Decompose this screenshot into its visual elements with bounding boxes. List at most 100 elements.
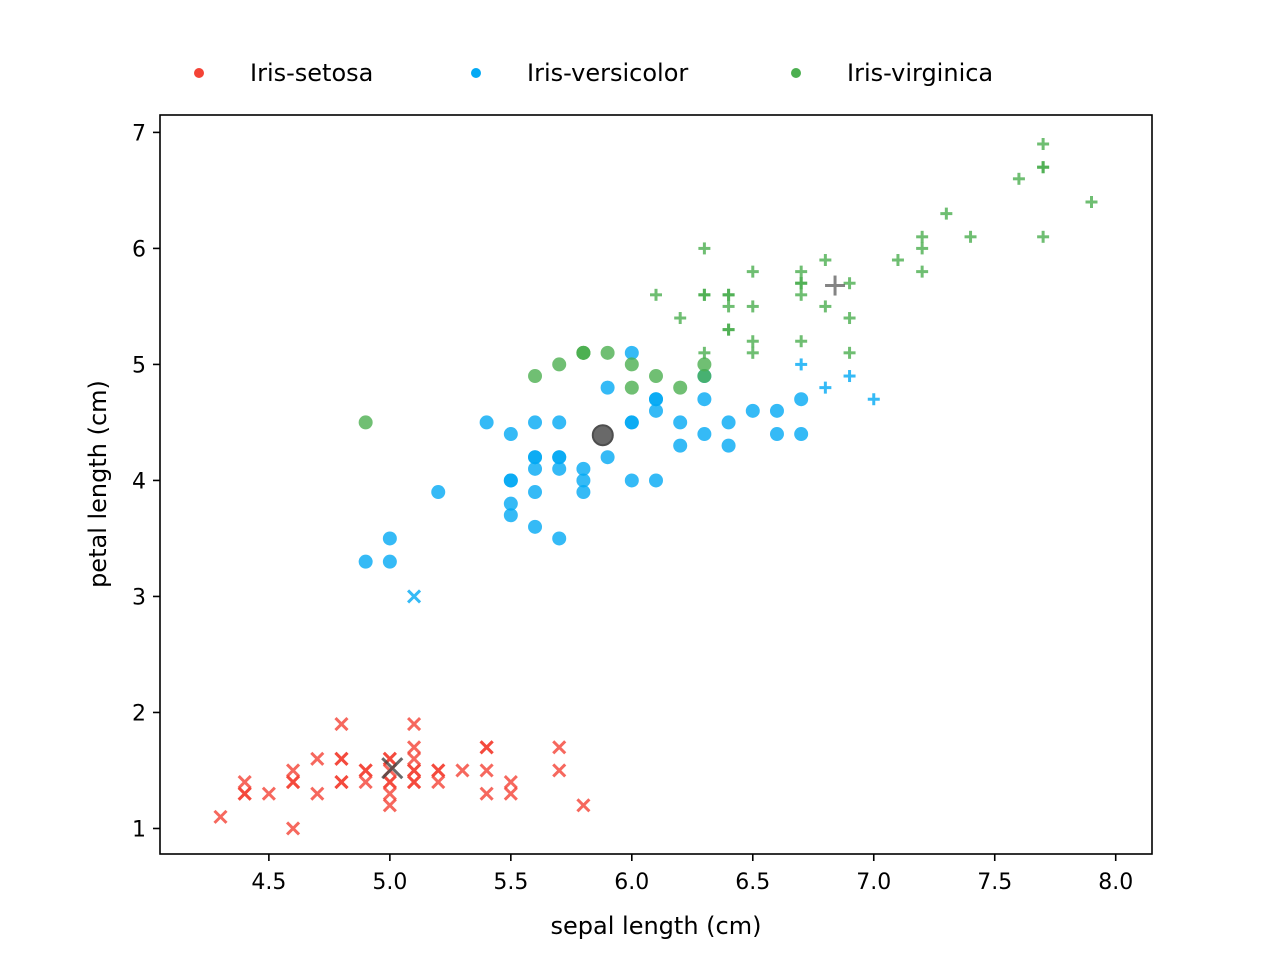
iris-versicolor-point xyxy=(769,427,784,442)
iris-virginica-point xyxy=(964,230,977,243)
iris-setosa-point xyxy=(479,763,494,778)
iris-virginica-point xyxy=(624,357,639,372)
y-tick-label: 5 xyxy=(132,353,146,378)
iris-virginica-point xyxy=(528,369,543,384)
x-tick-label: 8.0 xyxy=(1098,870,1133,895)
iris-versicolor-point xyxy=(794,427,809,442)
iris-setosa-point xyxy=(431,763,446,778)
iris-versicolor-point xyxy=(503,496,518,511)
iris-versicolor-point xyxy=(528,519,543,534)
legend-label: Iris-virginica xyxy=(847,59,993,87)
plot-frame xyxy=(159,114,1153,855)
iris-versicolor-point xyxy=(431,485,446,500)
x-tick-label: 7.5 xyxy=(977,870,1012,895)
iris-versicolor-point xyxy=(721,438,736,453)
iris-virginica-point xyxy=(891,254,904,267)
iris-setosa-point xyxy=(406,751,422,766)
iris-virginica-point xyxy=(940,207,953,220)
iris-versicolor-point xyxy=(576,485,591,500)
iris-versicolor-point xyxy=(600,450,615,465)
iris-versicolor-point xyxy=(843,370,856,383)
iris-virginica-point xyxy=(1085,196,1098,209)
iris-setosa-point xyxy=(261,786,276,801)
iris-setosa-point xyxy=(576,798,591,813)
iris-virginica-point xyxy=(358,415,373,430)
iris-virginica-point xyxy=(1012,172,1025,185)
iris-setosa-point xyxy=(213,809,228,824)
iris-virginica-point xyxy=(697,369,712,384)
iris-setosa-point xyxy=(334,751,349,766)
legend-swatch xyxy=(194,68,204,78)
iris-virginica-point xyxy=(698,346,711,359)
iris-versicolor-point xyxy=(697,427,712,442)
virginica-centroid xyxy=(825,275,846,296)
y-tick-label: 4 xyxy=(132,469,146,494)
iris-setosa-point xyxy=(286,775,301,790)
x-tick-label: 5.0 xyxy=(372,870,407,895)
iris-setosa-point xyxy=(455,763,470,778)
y-axis-title: petal length (cm) xyxy=(84,380,112,588)
iris-setosa-point xyxy=(286,821,301,836)
iris-versicolor-point xyxy=(479,415,494,430)
legend-item-iris-versicolor: Iris-versicolor xyxy=(471,59,688,87)
legend-label: Iris-versicolor xyxy=(527,59,688,87)
versicolor-centroid xyxy=(591,424,614,447)
iris-versicolor-point xyxy=(528,485,543,500)
iris-setosa-point xyxy=(382,775,397,790)
iris-virginica-point xyxy=(746,335,759,348)
iris-versicolor-point xyxy=(745,403,760,418)
iris-versicolor-point xyxy=(552,450,567,465)
x-tick-label: 6.0 xyxy=(614,870,649,895)
iris-virginica-point xyxy=(650,288,662,301)
iris-versicolor-point xyxy=(528,450,543,465)
y-tick-label: 2 xyxy=(132,701,146,726)
iris-versicolor-point xyxy=(769,403,784,418)
iris-versicolor-point xyxy=(600,380,615,395)
iris-virginica-point xyxy=(698,288,711,301)
x-tick-label: 5.5 xyxy=(493,870,528,895)
y-axis-ticks: 1 2 3 4 5 6 7 xyxy=(132,121,160,842)
x-axis-ticks: 4.5 5.0 5.5 6.0 6.5 7.0 7.5 8.0 xyxy=(251,854,1133,895)
iris-versicolor-point xyxy=(624,473,639,488)
iris-virginica-point xyxy=(746,300,759,313)
iris-virginica-point xyxy=(843,312,856,325)
iris-versicolor-point xyxy=(673,415,688,430)
iris-versicolor-point xyxy=(528,415,543,430)
iris-setosa-point xyxy=(286,763,301,778)
iris-versicolor-point xyxy=(576,473,591,488)
iris-versicolor-point xyxy=(794,392,809,407)
iris-virginica-point xyxy=(600,345,615,360)
iris-virginica-point xyxy=(722,288,735,301)
iris-virginica-point xyxy=(916,230,929,243)
legend-item-iris-virginica: Iris-virginica xyxy=(791,59,993,87)
iris-virginica-point xyxy=(795,335,808,348)
iris-virginica-point xyxy=(697,357,712,372)
iris-versicolor-point xyxy=(867,393,880,406)
iris-setosa-point xyxy=(406,775,422,790)
iris-versicolor-point xyxy=(503,508,518,523)
iris-virginica-point xyxy=(916,265,929,278)
centroids-layer xyxy=(381,275,846,780)
iris-virginica-point xyxy=(795,265,808,278)
x-tick-label: 7.0 xyxy=(856,870,891,895)
x-tick-label: 4.5 xyxy=(251,870,286,895)
iris-virginica-point xyxy=(673,380,688,395)
x-axis-title: sepal length (cm) xyxy=(551,912,762,940)
iris-virginica-point xyxy=(576,345,591,360)
iris-setosa-point xyxy=(503,786,518,801)
iris-virginica-point xyxy=(1037,161,1050,174)
iris-virginica-point xyxy=(843,346,856,359)
iris-setosa-point xyxy=(552,763,567,778)
iris-setosa-point xyxy=(310,786,325,801)
iris-versicolor-point xyxy=(503,473,518,488)
iris-setosa-point xyxy=(406,763,422,778)
iris-setosa-point xyxy=(237,775,252,790)
iris-versicolor-point xyxy=(673,438,688,453)
iris-versicolor-point xyxy=(649,403,663,418)
iris-setosa-point xyxy=(479,740,494,755)
iris-virginica-point xyxy=(722,323,735,336)
iris-versicolor-point xyxy=(576,461,591,476)
legend-item-iris-setosa: Iris-setosa xyxy=(194,59,373,87)
iris-versicolor-point xyxy=(358,554,373,569)
iris-versicolor-point xyxy=(382,554,397,569)
